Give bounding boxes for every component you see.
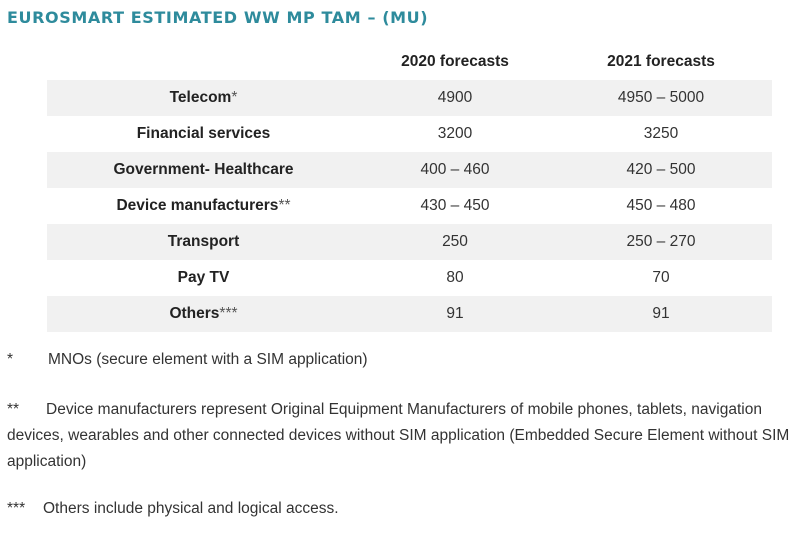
value-2020: 80	[446, 269, 464, 286]
segment-cell: Telecom*	[47, 80, 360, 116]
segment-label: Telecom	[169, 89, 232, 106]
segment-label: Pay TV	[177, 269, 230, 286]
value-2021: 420 – 500	[626, 161, 696, 178]
header-segment	[47, 44, 360, 80]
value-2021: 3250	[643, 125, 679, 142]
value-2020: 250	[442, 233, 468, 250]
footnote-telecom: * MNOs (secure element with a SIM applica…	[7, 347, 368, 373]
footnote-text: Device manufacturers represent Original …	[7, 401, 790, 470]
footnote-symbol: **	[7, 401, 20, 418]
footnote-others: *** Others include physical and logical a…	[7, 496, 339, 522]
header-2021-forecasts: 2021 forecasts	[607, 53, 715, 70]
value-2021: 4950 – 5000	[617, 89, 705, 106]
value-2021: 70	[652, 269, 670, 286]
footnote-symbol: *	[7, 351, 14, 368]
segment-label: Others	[169, 305, 220, 322]
footnote-mark: ***	[219, 305, 238, 322]
value-2020: 430 – 450	[420, 197, 490, 214]
value-2020: 4900	[437, 89, 473, 106]
segment-cell: Pay TV	[47, 260, 360, 296]
footnote-mark: *	[231, 89, 238, 106]
value-2020: 400 – 460	[420, 161, 490, 178]
table-row: Others*** 91 91	[47, 296, 772, 332]
footnote-text: MNOs (secure element with a SIM applicat…	[48, 351, 368, 368]
segment-cell: Government- Healthcare	[47, 152, 360, 188]
footnote-text: Others include physical and logical acce…	[43, 500, 339, 517]
value-2020: 91	[446, 305, 464, 322]
segment-label: Transport	[167, 233, 240, 250]
segment-cell: Others***	[47, 296, 360, 332]
footnote-mark: **	[278, 197, 291, 214]
segment-label: Financial services	[136, 125, 271, 142]
tam-table: 2020 forecasts 2021 forecasts Telecom* 4…	[47, 44, 772, 332]
value-2021: 450 – 480	[626, 197, 696, 214]
table-header-row: 2020 forecasts 2021 forecasts	[47, 44, 772, 80]
segment-label: Government- Healthcare	[113, 161, 294, 178]
segment-label: Device manufacturers	[116, 197, 279, 214]
value-2021: 91	[652, 305, 670, 322]
footnote-symbol: ***	[7, 500, 26, 517]
value-2021: 250 – 270	[626, 233, 696, 250]
segment-cell: Transport	[47, 224, 360, 260]
table-row: Telecom* 4900 4950 – 5000	[47, 80, 772, 116]
header-2020-forecasts: 2020 forecasts	[401, 53, 509, 70]
table-row: Pay TV 80 70	[47, 260, 772, 296]
value-2020: 3200	[437, 125, 473, 142]
page-title: EUROSMART ESTIMATED WW MP TAM – (MU)	[7, 8, 429, 27]
table-row: Government- Healthcare 400 – 460 420 – 5…	[47, 152, 772, 188]
segment-cell: Device manufacturers**	[47, 188, 360, 224]
segment-cell: Financial services	[47, 116, 360, 152]
table-row: Financial services 3200 3250	[47, 116, 772, 152]
table-row: Device manufacturers** 430 – 450 450 – 4…	[47, 188, 772, 224]
table-row: Transport 250 250 – 270	[47, 224, 772, 260]
footnote-device-manufacturers: ** Device manufacturers represent Origina…	[7, 397, 791, 475]
